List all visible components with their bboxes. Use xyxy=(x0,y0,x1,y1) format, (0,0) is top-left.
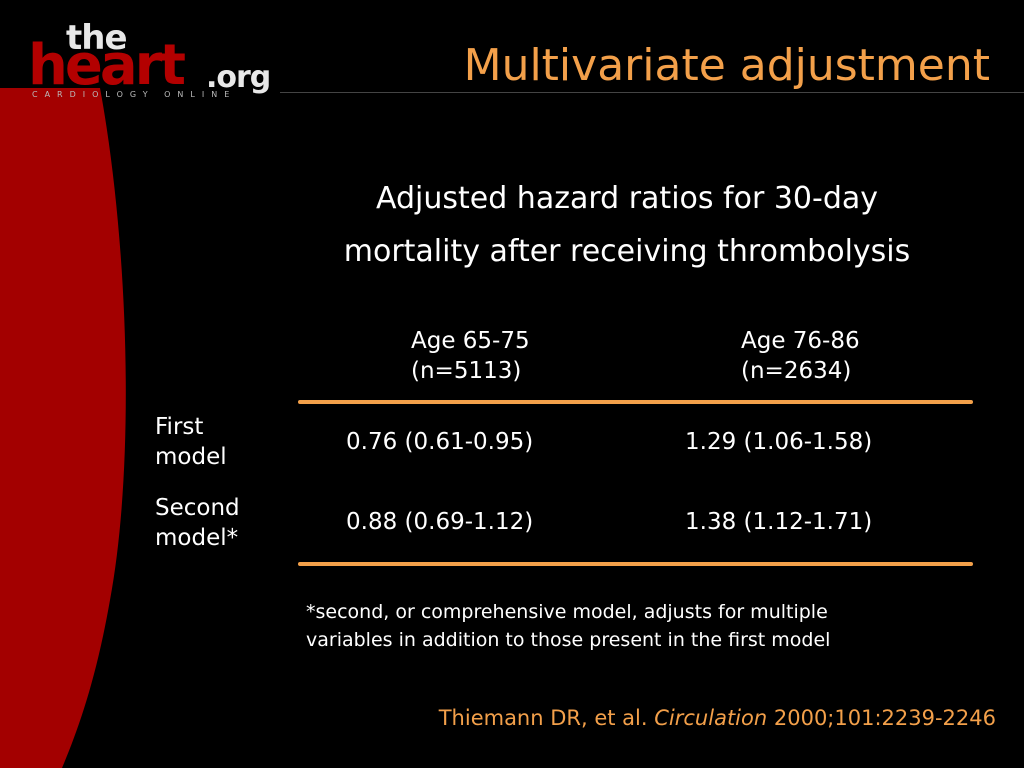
logo-org-text: .org xyxy=(206,60,271,95)
footnote-line: *second, or comprehensive model, adjusts… xyxy=(306,601,828,623)
row-label-line: model* xyxy=(155,525,239,551)
citation: Thiemann DR, et al. Circulation 2000;101… xyxy=(439,706,996,730)
theheart-logo: the heart .org CARDIOLOGY ONLINE xyxy=(28,18,278,102)
citation-journal: Circulation xyxy=(654,706,768,730)
table-cell: 0.88 (0.69-1.12) xyxy=(346,509,534,535)
table-bottom-rule xyxy=(298,562,973,566)
column-header-age-65-75: Age 65-75 (n=5113) xyxy=(411,326,530,386)
table-caption: Adjusted hazard ratios for 30-day mortal… xyxy=(290,172,964,278)
logo-the-text: the xyxy=(66,18,128,58)
row-label-line: model xyxy=(155,444,227,470)
slide-title: Multivariate adjustment xyxy=(463,40,990,91)
row-label-first-model: First model xyxy=(155,412,227,472)
table-cell: 0.76 (0.61-0.95) xyxy=(346,429,534,455)
caption-line-2: mortality after receiving thrombolysis xyxy=(343,234,911,269)
table-top-rule xyxy=(298,400,973,404)
column-header-label: Age 76-86 xyxy=(741,328,860,354)
citation-details: 2000;101:2239-2246 xyxy=(773,706,996,730)
table-cell: 1.29 (1.06-1.58) xyxy=(685,429,873,455)
footnote-line: variables in addition to those present i… xyxy=(306,629,831,651)
logo-heart-text: heart xyxy=(28,33,186,98)
row-label-second-model: Second model* xyxy=(155,493,240,553)
red-arc-decoration xyxy=(0,88,126,768)
column-header-label: Age 65-75 xyxy=(411,328,530,354)
citation-authors: Thiemann DR, et al. xyxy=(438,706,648,730)
row-label-line: First xyxy=(155,414,204,440)
column-header-n: (n=5113) xyxy=(411,358,522,384)
row-label-line: Second xyxy=(155,495,240,521)
footnote: *second, or comprehensive model, adjusts… xyxy=(306,598,986,654)
column-header-n: (n=2634) xyxy=(741,358,852,384)
caption-line-1: Adjusted hazard ratios for 30-day xyxy=(375,181,879,216)
logo-tagline: CARDIOLOGY ONLINE xyxy=(32,90,237,99)
title-divider xyxy=(280,92,1024,93)
column-header-age-76-86: Age 76-86 (n=2634) xyxy=(741,326,860,386)
table-cell: 1.38 (1.12-1.71) xyxy=(685,509,873,535)
